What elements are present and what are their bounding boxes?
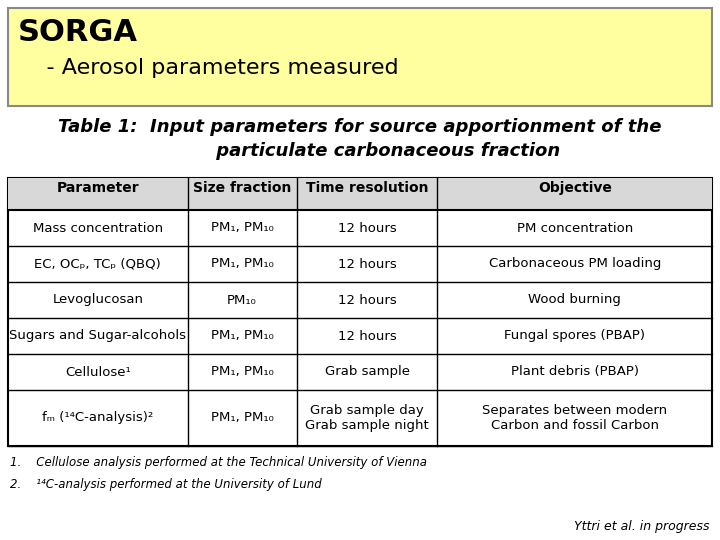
Text: 12 hours: 12 hours bbox=[338, 258, 397, 271]
Text: PM₁, PM₁₀: PM₁, PM₁₀ bbox=[211, 411, 274, 424]
Text: Carbonaceous PM loading: Carbonaceous PM loading bbox=[489, 258, 661, 271]
Text: Yttri et al. in progress: Yttri et al. in progress bbox=[575, 520, 710, 533]
Text: Parameter: Parameter bbox=[56, 181, 139, 195]
Bar bbox=[8, 178, 712, 210]
Text: Separates between modern
Carbon and fossil Carbon: Separates between modern Carbon and foss… bbox=[482, 404, 667, 432]
Text: PM₁, PM₁₀: PM₁, PM₁₀ bbox=[211, 221, 274, 234]
Text: PM₁, PM₁₀: PM₁, PM₁₀ bbox=[211, 258, 274, 271]
Text: Grab sample: Grab sample bbox=[325, 366, 410, 379]
Text: Cellulose¹: Cellulose¹ bbox=[65, 366, 130, 379]
Text: Size fraction: Size fraction bbox=[193, 181, 292, 195]
Text: Grab sample day
Grab sample night: Grab sample day Grab sample night bbox=[305, 404, 429, 432]
Text: PM₁, PM₁₀: PM₁, PM₁₀ bbox=[211, 329, 274, 342]
Text: Levoglucosan: Levoglucosan bbox=[53, 294, 143, 307]
Bar bbox=[8, 8, 712, 106]
Text: Time resolution: Time resolution bbox=[306, 181, 428, 195]
Text: Wood burning: Wood burning bbox=[528, 294, 621, 307]
Text: fₘ (¹⁴C-analysis)²: fₘ (¹⁴C-analysis)² bbox=[42, 411, 153, 424]
Text: PM concentration: PM concentration bbox=[516, 221, 633, 234]
Text: EC, OCₚ, TCₚ (QBQ): EC, OCₚ, TCₚ (QBQ) bbox=[35, 258, 161, 271]
Text: Mass concentration: Mass concentration bbox=[32, 221, 163, 234]
Text: Table 1:  Input parameters for source apportionment of the: Table 1: Input parameters for source app… bbox=[58, 118, 662, 136]
Text: 12 hours: 12 hours bbox=[338, 221, 397, 234]
Text: SORGA: SORGA bbox=[18, 18, 138, 47]
Text: 12 hours: 12 hours bbox=[338, 294, 397, 307]
Text: - Aerosol parameters measured: - Aerosol parameters measured bbox=[18, 58, 399, 78]
Text: 12 hours: 12 hours bbox=[338, 329, 397, 342]
Text: Sugars and Sugar-alcohols: Sugars and Sugar-alcohols bbox=[9, 329, 186, 342]
Text: PM₁, PM₁₀: PM₁, PM₁₀ bbox=[211, 366, 274, 379]
Text: Plant debris (PBAP): Plant debris (PBAP) bbox=[510, 366, 639, 379]
Bar bbox=[9, 179, 711, 210]
Text: 1.    Cellulose analysis performed at the Technical University of Vienna: 1. Cellulose analysis performed at the T… bbox=[10, 456, 427, 469]
Text: 2.    ¹⁴C-analysis performed at the University of Lund: 2. ¹⁴C-analysis performed at the Univers… bbox=[10, 478, 322, 491]
Text: PM₁₀: PM₁₀ bbox=[227, 294, 257, 307]
Text: particulate carbonaceous fraction: particulate carbonaceous fraction bbox=[160, 142, 560, 160]
Text: Objective: Objective bbox=[538, 181, 612, 195]
Text: Fungal spores (PBAP): Fungal spores (PBAP) bbox=[504, 329, 645, 342]
Bar bbox=[8, 178, 712, 446]
